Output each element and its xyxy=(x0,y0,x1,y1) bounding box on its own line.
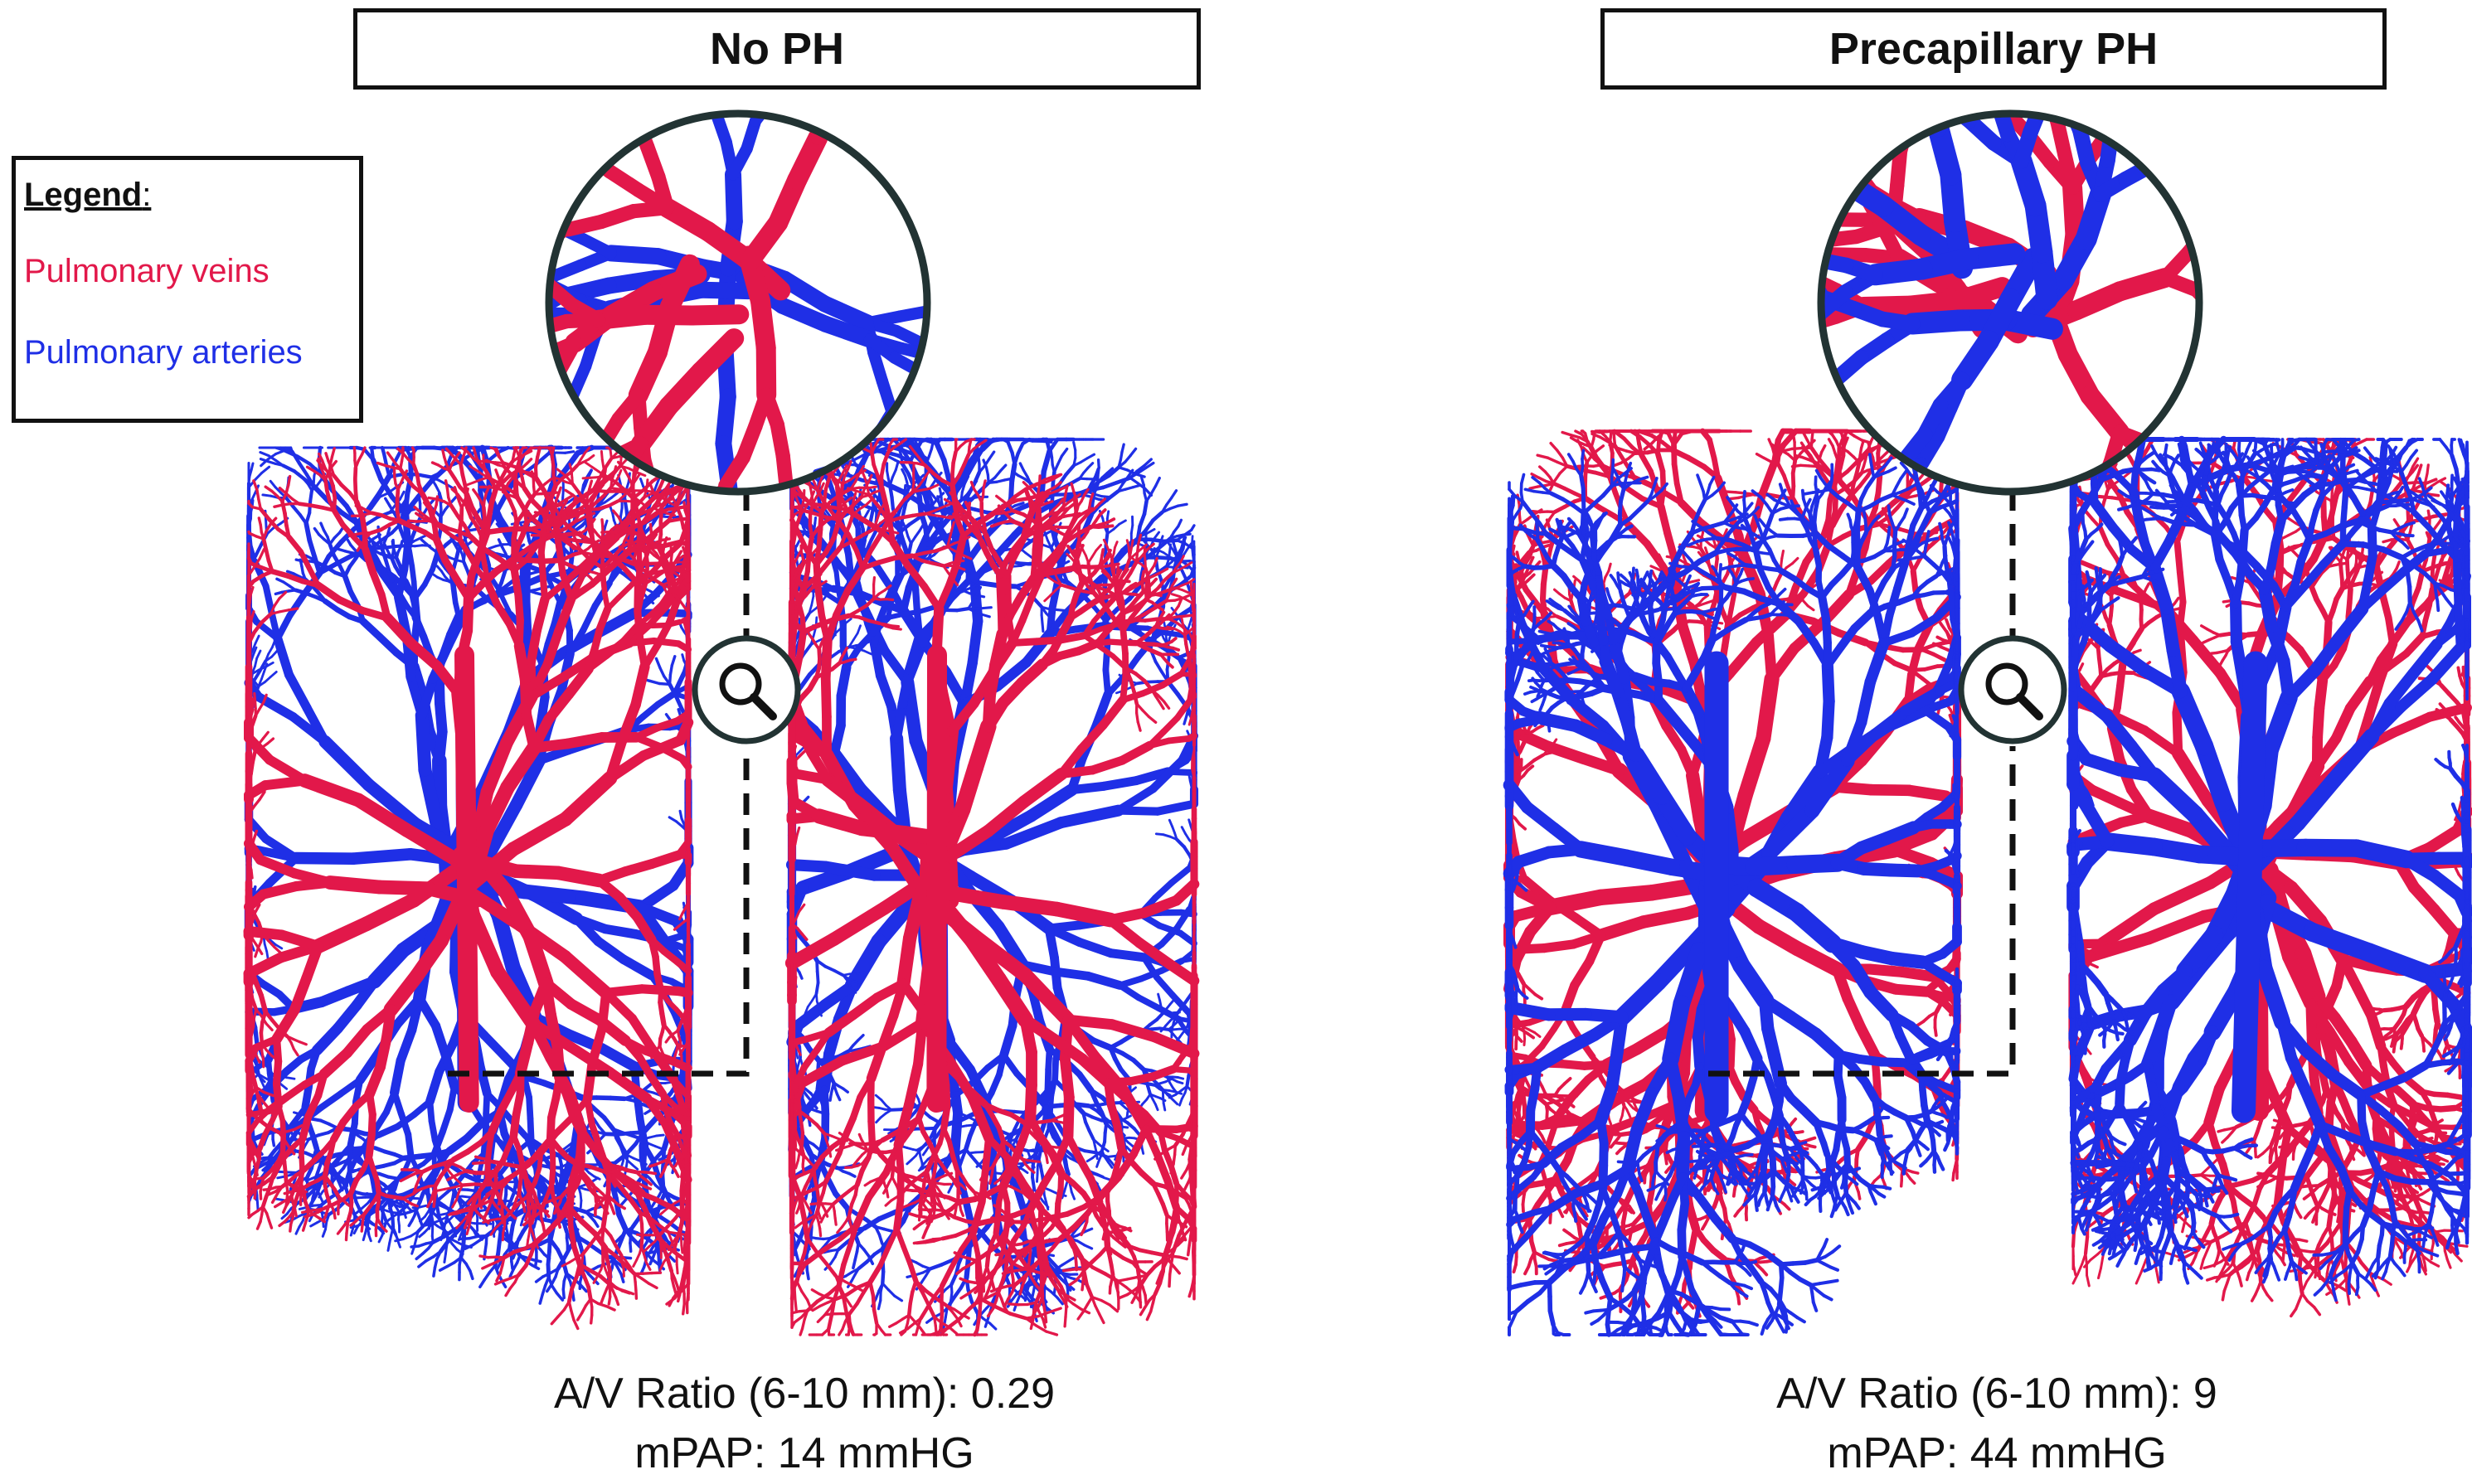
lung-left-precapillary-ph xyxy=(1509,431,1957,1335)
magnifier-icon xyxy=(1961,638,2064,741)
panel-title-precapillary-ph: Precapillary PH xyxy=(1600,8,2387,90)
av-ratio: A/V Ratio (6-10 mm): 0.29 xyxy=(431,1364,1178,1423)
legend-title: Legend: xyxy=(24,177,151,214)
mpap: mPAP: 14 mmHG xyxy=(431,1423,1178,1483)
magnifier-icon xyxy=(695,638,798,741)
legend-arteries: Pulmonary arteries xyxy=(24,334,303,371)
caption-no-ph: A/V Ratio (6-10 mm): 0.29 mPAP: 14 mmHG xyxy=(431,1364,1178,1483)
panel-title-no-ph: No PH xyxy=(353,8,1201,90)
lung-right-precapillary-ph xyxy=(2073,439,2467,1316)
av-ratio: A/V Ratio (6-10 mm): 9 xyxy=(1624,1364,2370,1423)
panel-title-text: Precapillary PH xyxy=(1829,23,2158,75)
legend-veins: Pulmonary veins xyxy=(24,253,270,290)
lung-right-no-ph xyxy=(792,439,1194,1335)
caption-precapillary-ph: A/V Ratio (6-10 mm): 9 mPAP: 44 mmHG xyxy=(1624,1364,2370,1483)
legend: Legend: Pulmonary veins Pulmonary arteri… xyxy=(12,156,363,423)
lung-left-no-ph xyxy=(249,448,688,1329)
mpap: mPAP: 44 mmHG xyxy=(1624,1423,2370,1483)
panel-title-text: No PH xyxy=(710,23,844,75)
